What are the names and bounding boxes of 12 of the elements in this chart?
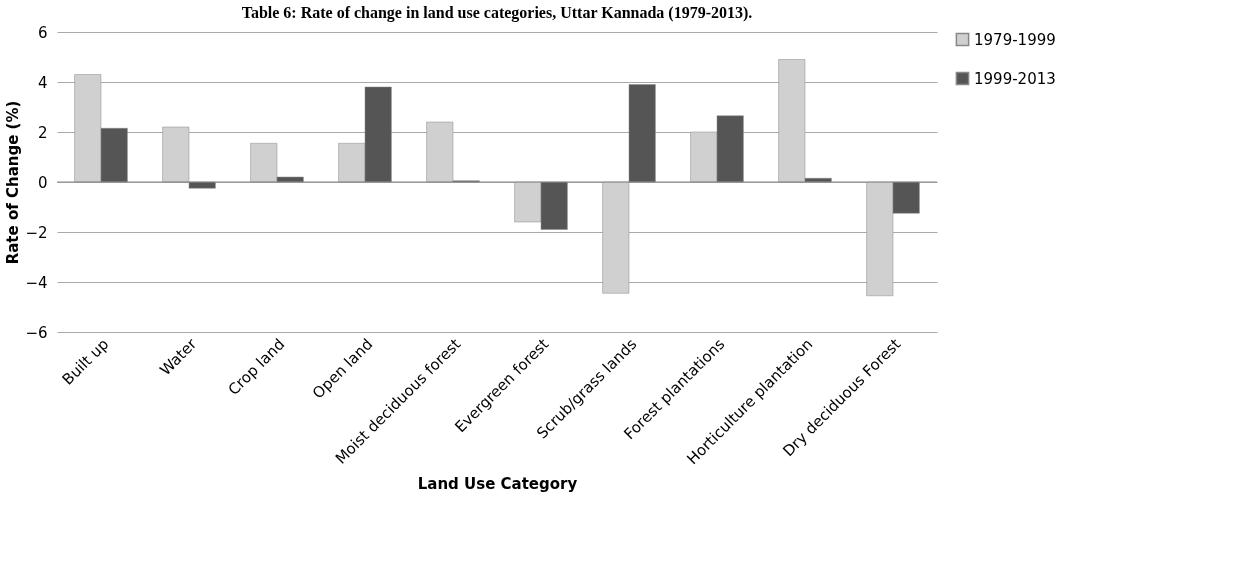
x-axis-title: Land Use Category xyxy=(417,475,578,494)
y-tick-label: −6 xyxy=(25,323,48,342)
y-tick-label: −4 xyxy=(25,273,48,292)
y-axis-title: Rate of Change (%) xyxy=(4,100,23,265)
y-tick-label: 2 xyxy=(37,123,48,142)
legend-label: 1999-2013 xyxy=(974,69,1056,88)
y-tick-label: 4 xyxy=(37,73,48,92)
legend-label: 1979-1999 xyxy=(974,30,1056,49)
y-tick-label: −2 xyxy=(25,223,48,242)
y-tick-label: 6 xyxy=(37,23,48,42)
y-tick-label: 0 xyxy=(37,173,48,192)
chart-title: Table 6: Rate of change in land use categories, Uttar Kannada (1979-2013). xyxy=(241,4,753,22)
